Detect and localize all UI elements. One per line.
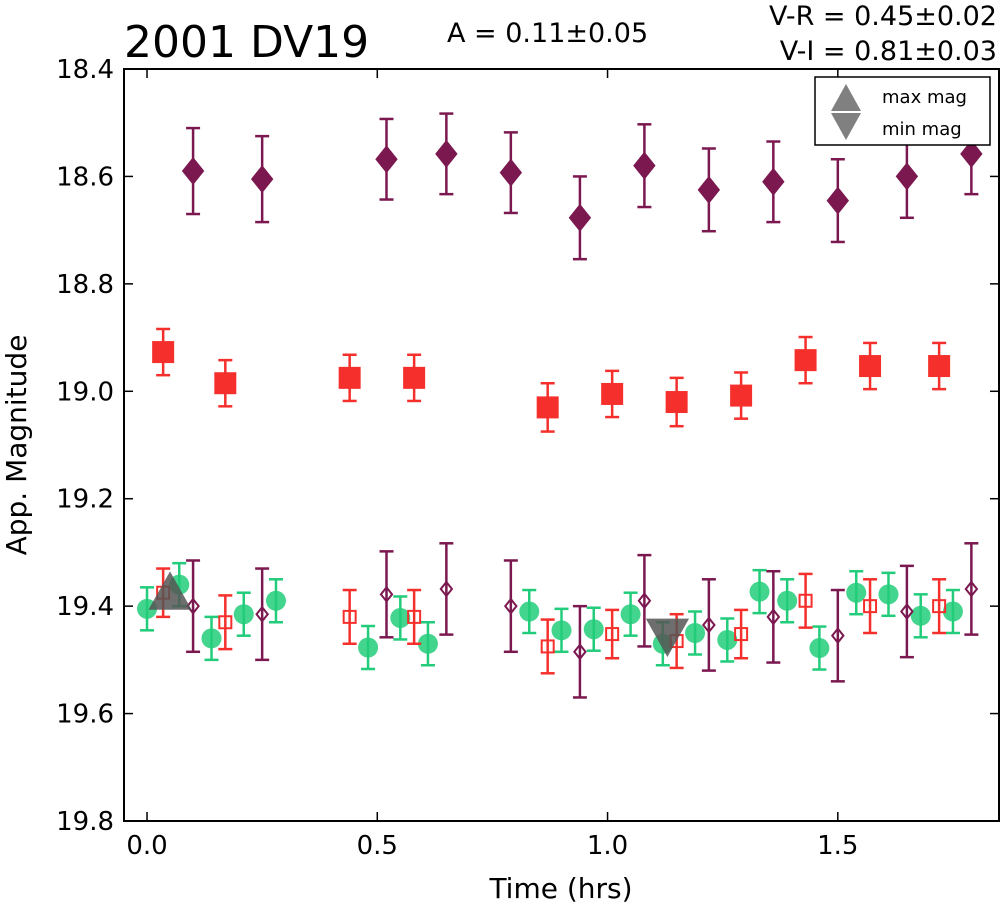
data-point	[573, 643, 587, 661]
data-point	[375, 145, 398, 174]
data-point	[519, 601, 540, 622]
data-point	[214, 372, 237, 395]
x-tick-label: 1.5	[817, 831, 858, 861]
data-point	[766, 608, 781, 626]
y-tick-label: 19.0	[56, 377, 114, 407]
legend-max-mag-label: max mag	[882, 87, 967, 108]
data-point	[730, 384, 753, 407]
data-point	[503, 597, 518, 615]
data-point	[201, 628, 222, 649]
data-point	[910, 605, 931, 626]
chart-title: 2001 DV19	[124, 17, 369, 68]
legend-min-mag-label: min mag	[882, 119, 962, 140]
y-tick-label: 19.8	[56, 807, 114, 837]
amplitude-annotation: A = 0.11±0.05	[447, 18, 648, 49]
data-point	[809, 638, 830, 659]
data-point	[540, 639, 555, 654]
legend: max mag min mag	[814, 76, 991, 146]
data-point	[439, 580, 454, 598]
data-point	[233, 604, 254, 625]
data-point	[186, 597, 200, 615]
y-axis-label: App. Magnitude	[0, 335, 33, 556]
data-point	[777, 590, 798, 611]
series-square-open	[156, 567, 947, 675]
color-vr-annotation: V-R = 0.45±0.02	[769, 1, 997, 32]
data-point	[942, 601, 963, 622]
data-point	[601, 382, 624, 405]
data-point	[645, 618, 690, 657]
data-point	[499, 158, 523, 187]
data-point	[830, 627, 845, 645]
series-triangle-up-filled	[148, 571, 192, 610]
data-point	[697, 175, 721, 204]
data-point	[338, 366, 361, 389]
data-point	[859, 355, 882, 378]
data-point	[964, 580, 979, 598]
data-point	[148, 571, 192, 610]
series-diamond-filled	[181, 112, 983, 261]
data-point	[181, 157, 205, 186]
plot-area	[137, 112, 983, 699]
data-point	[794, 349, 817, 372]
color-vi-annotation: V-I = 0.81±0.03	[780, 36, 997, 67]
data-point	[895, 162, 919, 191]
y-tick-label: 18.4	[56, 55, 114, 85]
legend-min-mag-marker	[831, 113, 861, 140]
y-tick-label: 18.8	[56, 270, 114, 300]
data-point	[826, 186, 850, 215]
plot-frame	[123, 68, 1000, 822]
data-point	[605, 627, 620, 642]
data-point	[250, 165, 274, 194]
data-point	[878, 584, 899, 605]
data-point	[633, 151, 656, 180]
x-axis-label: Time (hrs)	[488, 872, 632, 904]
data-point	[734, 627, 749, 642]
data-point	[685, 623, 706, 643]
series-square-filled	[152, 327, 951, 433]
data-point	[551, 620, 572, 641]
legend-max-mag-marker	[831, 84, 861, 111]
x-tick-label: 1.0	[587, 831, 628, 861]
data-point	[358, 637, 379, 658]
data-point	[863, 599, 878, 614]
data-point	[928, 355, 951, 378]
data-point	[407, 609, 422, 624]
series-triangle-down-filled	[645, 618, 690, 657]
data-point	[255, 605, 270, 623]
data-point	[665, 391, 688, 414]
data-point	[218, 615, 233, 630]
series-diamond-open	[186, 542, 979, 699]
data-point	[798, 593, 813, 608]
data-point	[379, 585, 394, 603]
axis-ticks: 0.0 0.5 1.0 1.5 18.4 18.6 18.8 19.0 19.2 19.4 19.6…	[56, 55, 999, 861]
data-point	[762, 167, 785, 196]
data-point	[417, 633, 438, 654]
data-point	[900, 602, 914, 621]
y-tick-label: 19.6	[56, 700, 114, 730]
y-tick-label: 18.6	[56, 162, 114, 192]
data-point	[749, 581, 770, 602]
y-tick-label: 19.2	[56, 485, 114, 515]
x-tick-label: 0.5	[357, 831, 398, 861]
y-tick-label: 19.4	[56, 592, 114, 622]
data-point	[932, 599, 947, 614]
data-point	[701, 616, 716, 634]
data-point	[536, 396, 559, 419]
data-point	[265, 590, 286, 611]
data-point	[583, 619, 604, 640]
data-point	[846, 582, 867, 603]
data-point	[717, 629, 738, 650]
data-point	[152, 341, 175, 364]
data-point	[342, 609, 357, 624]
data-point	[620, 604, 641, 625]
data-point	[637, 592, 652, 610]
data-point	[435, 139, 458, 168]
data-point	[960, 139, 983, 168]
x-tick-label: 0.0	[126, 831, 167, 861]
data-point	[390, 607, 411, 628]
data-point	[568, 203, 592, 232]
data-point	[403, 366, 426, 389]
